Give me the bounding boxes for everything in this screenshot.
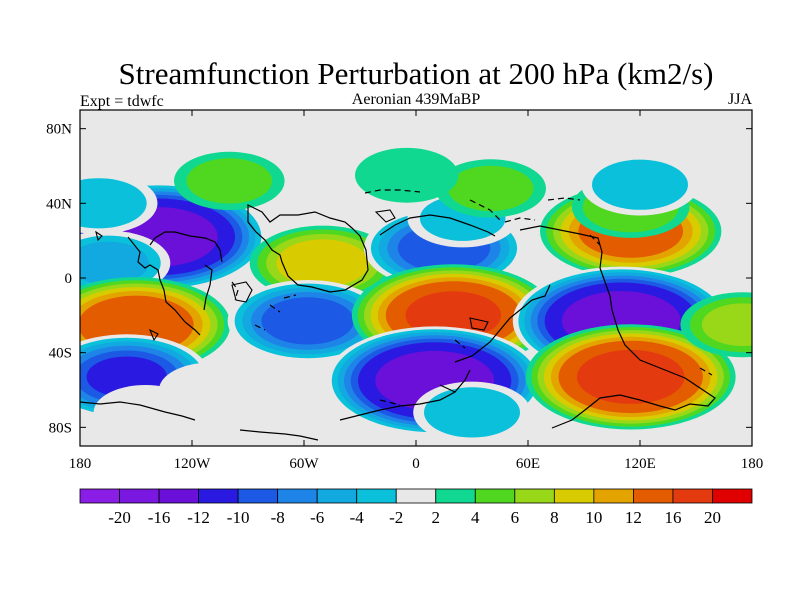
colorbar-swatch-10	[474, 488, 516, 504]
antarctica-coast	[80, 369, 471, 441]
colorbar-label-2: -12	[187, 508, 210, 527]
x-tick-label-6: 180	[741, 456, 764, 472]
experiment-label: Expt = tdwfc	[80, 93, 164, 110]
x-tick-label-5: 120E	[624, 456, 656, 472]
coastlines	[80, 189, 716, 441]
colorbar-label-0: -20	[108, 508, 131, 527]
colorbar-label-15: 20	[704, 508, 721, 527]
colorbar: -20 -16 -12 -10 -8 -6 -4 -2 2 4 6 8 10 12 16 20	[79, 488, 753, 527]
y-tick-label-1: 40N	[46, 196, 72, 212]
contour-band-5-8	[276, 239, 369, 287]
colorbar-swatch-11	[514, 488, 555, 504]
contour-band-6-10	[261, 297, 354, 345]
colorbar-label-6: -4	[350, 508, 365, 527]
y-tick-label-0: 80N	[46, 122, 72, 138]
colorbar-label-10: 6	[511, 508, 520, 527]
y-tick-label-2: 0	[65, 271, 73, 287]
x-tick-label-4: 60E	[516, 456, 540, 472]
colorbar-label-11: 8	[550, 508, 559, 527]
period-label: Aeronian 439MaBP	[352, 91, 481, 108]
colorbar-swatch-8	[395, 488, 437, 504]
colorbar-swatch-4	[237, 488, 279, 504]
colorbar-swatch-3	[198, 488, 239, 504]
colorbar-label-14: 16	[664, 508, 681, 527]
colorbar-swatch-15	[672, 488, 713, 504]
colorbar-label-9: 4	[471, 508, 480, 527]
contour-band-19-6	[701, 303, 752, 346]
colorbar-swatch-1	[119, 488, 160, 504]
x-tick-label-3: 0	[412, 456, 420, 472]
north-america-coast	[127, 231, 223, 336]
eurasia-coast	[247, 204, 496, 293]
colorbar-label-4: -8	[271, 508, 285, 527]
colorbar-label-13: 12	[625, 508, 642, 527]
contour-band-18-16	[576, 349, 685, 404]
south-america-coast	[439, 284, 551, 393]
season-label: JJA	[728, 91, 752, 108]
field-layer	[80, 110, 752, 446]
colorbar-swatch-13	[593, 488, 634, 504]
contour-band-16-2	[355, 147, 459, 203]
dashed-coast	[231, 189, 713, 406]
colorbar-label-8: 2	[432, 508, 441, 527]
colorbar-swatch-2	[158, 488, 199, 504]
contour-band-20-4	[186, 158, 273, 204]
africa-coast	[519, 225, 716, 429]
y-tick-label-4: 80S	[49, 420, 72, 436]
colorbar-label-7: -2	[389, 508, 403, 527]
contour-band-21-4	[80, 178, 147, 229]
x-tick-label-1: 120W	[174, 456, 212, 472]
y-tick-label-3: 40S	[49, 346, 72, 362]
axes: 180 120W 60W 0 60E 120E 180 80N 40N 0 40S 80S	[46, 110, 763, 472]
colorbar-swatch-5	[277, 488, 318, 504]
contour-band-22-2	[159, 362, 263, 418]
colorbar-label-3: -10	[227, 508, 250, 527]
colorbar-swatch-9	[435, 488, 476, 504]
contour-band-11-4	[424, 387, 520, 438]
colorbar-swatch-7	[356, 488, 397, 504]
island-outlines	[95, 209, 489, 342]
colorbar-label-12: 10	[585, 508, 602, 527]
chart-title: Streamfunction Perturbation at 200 hPa (…	[119, 56, 714, 91]
x-tick-label-0: 180	[69, 456, 92, 472]
colorbar-label-5: -6	[310, 508, 324, 527]
contour-band-1-6	[80, 241, 149, 285]
colorbar-label-1: -16	[148, 508, 171, 527]
colorbar-swatch-0	[79, 488, 120, 504]
contour-band-14-4	[592, 159, 688, 210]
colorbar-swatch-16	[712, 488, 753, 504]
colorbar-swatch-6	[316, 488, 358, 504]
contour-band-15-4	[447, 165, 534, 211]
colorbar-swatch-12	[553, 488, 595, 504]
x-tick-label-2: 60W	[289, 456, 319, 472]
colorbar-swatch-14	[633, 488, 674, 504]
